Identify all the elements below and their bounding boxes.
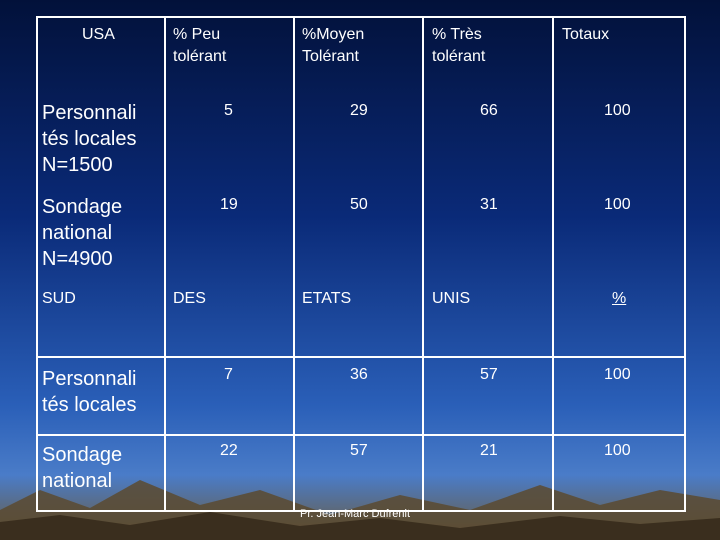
row-divider — [36, 356, 686, 358]
cell-tres: 21 — [480, 442, 498, 459]
cell-tres: 57 — [480, 366, 498, 383]
header-percent: % — [612, 290, 627, 307]
table-border-right — [684, 16, 686, 512]
cell-moyen: 36 — [350, 366, 368, 383]
cell-total: 100 — [604, 366, 631, 383]
header-des: DES — [173, 290, 206, 307]
row-label: Personnali tés locales — [42, 368, 137, 416]
header-unis: UNIS — [432, 290, 471, 307]
cell-moyen: 57 — [350, 442, 368, 459]
cell-tres: 66 — [480, 102, 498, 119]
cell-total: 100 — [604, 196, 631, 213]
cell-tres: 31 — [480, 196, 498, 213]
cell-peu: 22 — [220, 442, 238, 459]
header-totaux: Totaux — [562, 26, 610, 43]
header-sud: SUD — [42, 290, 76, 307]
row-divider — [36, 434, 686, 436]
cell-moyen: 50 — [350, 196, 368, 213]
data-table: USA % Peu tolérant %Moyen Tolérant % Trè… — [36, 16, 686, 512]
table-border-bottom — [36, 510, 686, 512]
header-usa: USA — [82, 26, 115, 43]
table-border-left — [36, 16, 38, 512]
header-peu-tolerant: % Peu tolérant — [173, 26, 227, 65]
column-divider — [293, 16, 295, 512]
row-label: Sondage national N=4900 — [42, 196, 123, 270]
cell-peu: 7 — [224, 366, 233, 383]
column-divider — [552, 16, 554, 512]
slide-footer: Pr. Jean-Marc Dufrenit — [300, 508, 411, 520]
table-border-top — [36, 16, 686, 18]
cell-moyen: 29 — [350, 102, 368, 119]
cell-total: 100 — [604, 102, 631, 119]
cell-peu: 19 — [220, 196, 238, 213]
column-divider — [164, 16, 166, 512]
header-moyen-tolerant: %Moyen Tolérant — [302, 26, 365, 65]
row-label: Sondage national — [42, 444, 123, 492]
header-etats: ETATS — [302, 290, 352, 307]
row-label: Personnali tés locales N=1500 — [42, 102, 137, 176]
header-tres-tolerant: % Très tolérant — [432, 26, 486, 65]
cell-total: 100 — [604, 442, 631, 459]
column-divider — [422, 16, 424, 512]
cell-peu: 5 — [224, 102, 233, 119]
